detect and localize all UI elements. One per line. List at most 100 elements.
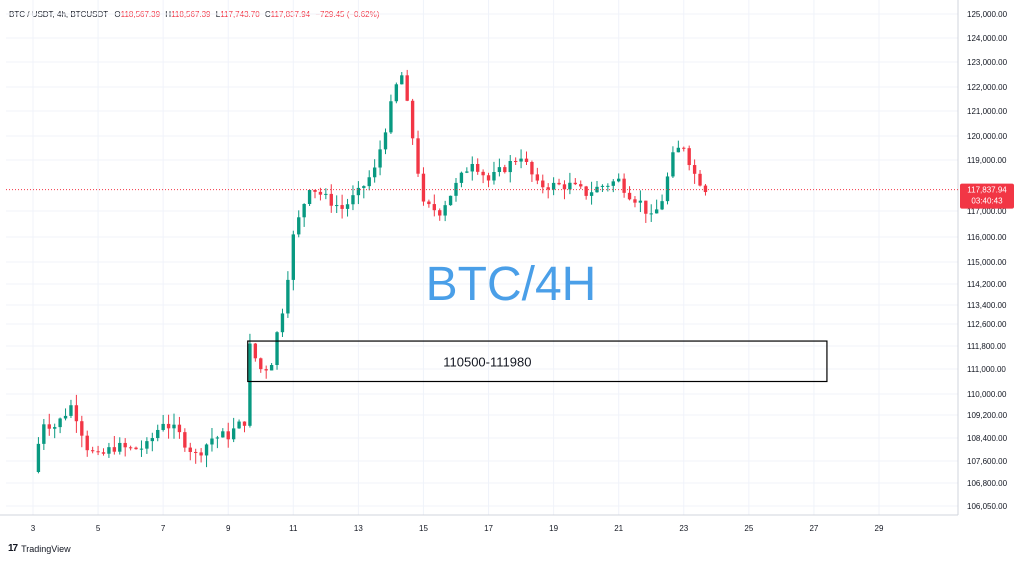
- price-tick-label: 119,000.00: [967, 156, 1007, 165]
- time-tick-label: 15: [419, 524, 428, 533]
- time-tick-label: 19: [549, 524, 558, 533]
- candle-body: [551, 182, 556, 190]
- candle-body: [627, 192, 632, 200]
- tradingview-branding[interactable]: 17 TradingView: [8, 543, 71, 554]
- candle-body: [378, 149, 382, 168]
- price-tick-label: 106,050.00: [967, 502, 1008, 511]
- candle-body: [421, 173, 426, 202]
- candle-body: [698, 173, 702, 186]
- candle-body: [372, 167, 377, 178]
- candle-body: [432, 204, 436, 211]
- candle-body: [438, 210, 442, 216]
- candle-body: [644, 200, 648, 214]
- time-tick-label: 3: [31, 524, 36, 533]
- candle-body: [313, 189, 317, 192]
- time-tick-label: 17: [484, 524, 493, 533]
- candle-body: [405, 75, 409, 101]
- candle-body: [118, 442, 122, 452]
- zone-rectangle: [247, 340, 828, 383]
- candle-body: [161, 423, 165, 430]
- candle-body: [340, 205, 344, 209]
- candle-body: [682, 147, 686, 149]
- candle-body: [530, 161, 534, 175]
- candle-body: [665, 176, 670, 202]
- candle-body: [335, 205, 339, 207]
- price-tick-label: 109,200.00: [967, 411, 1008, 420]
- candle-body: [465, 171, 469, 173]
- current-price-badge: [960, 183, 1014, 209]
- candle-body: [459, 172, 464, 183]
- candle-body: [329, 193, 333, 206]
- candle-body: [541, 180, 545, 188]
- candle-body: [448, 195, 453, 206]
- candle-body: [69, 405, 73, 416]
- candle-body: [394, 84, 399, 102]
- candle-body: [188, 447, 192, 452]
- candle-body: [242, 421, 247, 426]
- candle-body: [128, 447, 133, 449]
- candle-body: [302, 204, 306, 218]
- time-tick-label: 11: [289, 524, 298, 533]
- candle-body: [611, 181, 615, 186]
- candle-body: [703, 185, 708, 193]
- chart-title: BTC/4H: [426, 258, 597, 311]
- candle-body: [248, 343, 252, 426]
- candle-body: [562, 184, 567, 190]
- time-tick-label: 13: [354, 524, 363, 533]
- price-tick-label: 123,000.00: [967, 58, 1008, 67]
- candle-body: [589, 192, 594, 196]
- price-tick-label: 111,800.00: [967, 342, 1006, 351]
- candle-body: [112, 447, 117, 452]
- candle-body: [150, 438, 154, 442]
- candle-body: [638, 200, 643, 203]
- candle-body: [183, 432, 187, 448]
- candle-body: [36, 443, 41, 472]
- candle-body: [259, 358, 263, 370]
- time-tick-label: 5: [96, 524, 101, 533]
- time-tick-label: 9: [226, 524, 231, 533]
- candle-body: [476, 163, 480, 172]
- candle-body: [513, 161, 518, 163]
- candle-body: [622, 178, 626, 193]
- price-tick-label: 111,000.00: [967, 365, 1006, 374]
- candle-body: [297, 217, 301, 235]
- price-tick-label: 114,200.00: [967, 280, 1007, 289]
- candle-body: [557, 182, 561, 185]
- candle-body: [63, 415, 68, 419]
- time-tick-label: 23: [679, 524, 688, 533]
- price-tick-label: 115,000.00: [967, 258, 1007, 267]
- candle-body: [101, 452, 106, 454]
- price-tick-label: 110,000.00: [967, 390, 1007, 399]
- candle-body: [156, 429, 160, 439]
- candle-body: [633, 199, 637, 203]
- candle-body: [676, 147, 681, 153]
- time-tick-label: 25: [744, 524, 753, 533]
- candle-body: [649, 213, 653, 215]
- candle-body: [660, 201, 664, 210]
- price-tick-label: 121,000.00: [967, 107, 1008, 116]
- price-tick-label: 116,000.00: [967, 233, 1007, 242]
- candle-body: [568, 182, 572, 190]
- candle-body: [107, 447, 111, 454]
- candle-body: [264, 369, 268, 371]
- candle-body: [194, 451, 198, 453]
- price-tick-label: 108,400.00: [967, 434, 1008, 443]
- candle-body: [74, 405, 79, 422]
- candle-body: [210, 438, 214, 445]
- candle-body: [584, 186, 588, 196]
- candle-body: [486, 175, 491, 181]
- candle-body: [524, 158, 529, 162]
- price-tick-label: 106,800.00: [967, 479, 1008, 488]
- price-tick-label: 122,000.00: [967, 83, 1008, 92]
- candle-body: [692, 165, 697, 174]
- candle-body: [600, 185, 605, 187]
- candle-body: [231, 428, 236, 440]
- candle-body: [166, 423, 171, 429]
- current-price-label: 117,837.94: [967, 186, 1007, 195]
- candle-body: [275, 332, 279, 366]
- time-tick-label: 27: [809, 524, 818, 533]
- candle-body: [139, 448, 144, 450]
- candle-body: [654, 209, 659, 214]
- candle-body: [85, 435, 89, 451]
